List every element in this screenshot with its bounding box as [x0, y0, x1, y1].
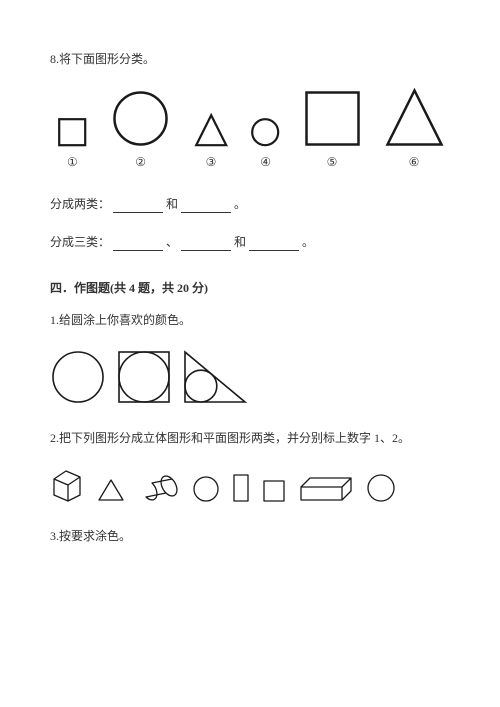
circle-icon — [366, 473, 396, 503]
triangle-icon — [194, 113, 228, 147]
shape-label: ③ — [187, 153, 236, 171]
q1-title: 1.给圆涂上你喜欢的颜色。 — [50, 311, 450, 329]
section4-title: 四．作图题(共 4 题，共 20 分) — [50, 279, 450, 297]
fill-text: 分成两类： — [50, 197, 110, 211]
blank-input[interactable] — [113, 237, 163, 251]
q8-fill-two: 分成两类： 和 。 — [50, 195, 450, 213]
square-icon — [57, 117, 87, 147]
fill-text: 。 — [234, 197, 246, 211]
fill-text: 。 — [302, 235, 314, 249]
q3-title: 3.按要求涂色。 — [50, 527, 450, 545]
shape-label: ① — [50, 153, 95, 171]
blank-input[interactable] — [181, 237, 231, 251]
shape-label: ④ — [245, 153, 286, 171]
cube-icon — [50, 467, 84, 503]
shape-label: ② — [105, 153, 177, 171]
fill-text: 和 — [166, 197, 178, 211]
q2-shapes-row — [50, 467, 450, 503]
fill-text: 分成三类： — [50, 235, 110, 249]
q8-labels-row: ①②③④⑤⑥ — [50, 153, 450, 171]
rectangle-icon — [232, 473, 250, 503]
square-icon — [262, 479, 286, 503]
q8-shapes-row — [50, 88, 450, 147]
blank-input[interactable] — [249, 237, 299, 251]
q8-title: 8.将下面图形分类。 — [50, 50, 450, 68]
shape-label: ⑤ — [296, 153, 368, 171]
circle-icon — [192, 475, 220, 503]
q8-fill-three: 分成三类： 、 和 。 — [50, 233, 450, 251]
circle-icon — [112, 90, 169, 147]
cuboid-icon — [298, 475, 354, 503]
cylinder-icon — [138, 475, 180, 503]
circle-icon — [50, 349, 106, 405]
triangle-with-circle-icon — [182, 349, 248, 405]
square-with-circle-icon — [116, 349, 172, 405]
triangle-icon — [96, 477, 126, 503]
blank-input[interactable] — [181, 199, 231, 213]
blank-input[interactable] — [113, 199, 163, 213]
circle-icon — [250, 117, 280, 147]
fill-text: 、 — [166, 235, 178, 249]
square-icon — [304, 90, 361, 147]
q2-title: 2.把下列图形分成立体图形和平面图形两类，并分别标上数字 1、2。 — [50, 429, 450, 447]
q1-shapes-row — [50, 349, 450, 405]
fill-text: 和 — [234, 235, 246, 249]
triangle-icon — [385, 88, 444, 147]
shape-label: ⑥ — [378, 153, 450, 171]
